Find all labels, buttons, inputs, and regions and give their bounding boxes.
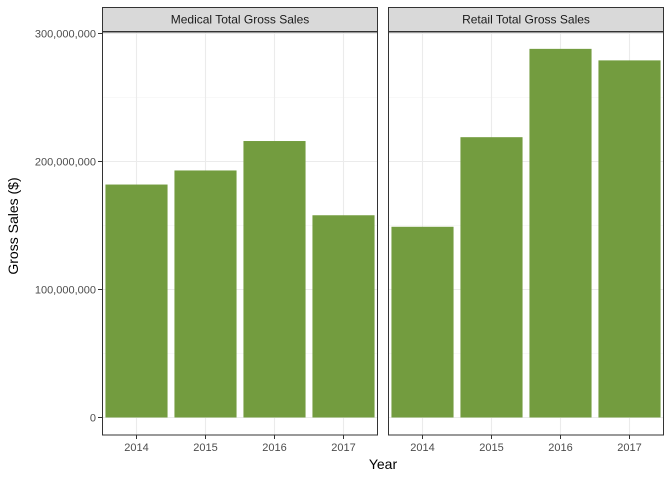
x-tick-label: 2017 [331, 442, 355, 454]
facet-panels: Medical Total Gross Sales 2014 2015 2016 201… [102, 7, 664, 454]
y-axis-title: Gross Sales ($) [5, 177, 21, 274]
facet-strip-title: Retail Total Gross Sales [462, 13, 590, 27]
bar-2016 [529, 48, 592, 418]
bar-2016 [243, 141, 306, 418]
bar-2014 [391, 226, 454, 418]
bar-2017 [312, 215, 375, 418]
facet-strip [388, 7, 664, 32]
facet-strip-title: Medical Total Gross Sales [171, 13, 310, 27]
y-tick-label: 100,000,000 [35, 285, 96, 297]
x-tick-label: 2015 [479, 442, 503, 454]
y-tick-label: 300,000,000 [35, 29, 96, 41]
facet-panel-2: Retail Total Gross Sales 2014 2015 2016 2017 [388, 7, 664, 454]
y-axis-tick-labels: 0 100,000,000 200,000,000 300,000,000 [35, 29, 102, 425]
x-tick-label: 2014 [410, 442, 434, 454]
bar-2017 [598, 60, 661, 418]
bar-2015 [174, 170, 237, 418]
x-tick-label: 2016 [548, 442, 572, 454]
x-tick-label: 2015 [193, 442, 217, 454]
y-tick-label: 200,000,000 [35, 157, 96, 169]
x-tick-label: 2016 [262, 442, 286, 454]
bar-2014 [105, 184, 168, 418]
bar-2015 [460, 137, 523, 418]
x-axis-title: Year [369, 456, 398, 472]
facet-strip [102, 7, 378, 32]
x-tick-label: 2014 [124, 442, 148, 454]
y-tick-label: 0 [90, 413, 96, 425]
x-tick-label: 2017 [617, 442, 641, 454]
facet-panel-1: Medical Total Gross Sales 2014 2015 2016 201… [102, 7, 378, 454]
